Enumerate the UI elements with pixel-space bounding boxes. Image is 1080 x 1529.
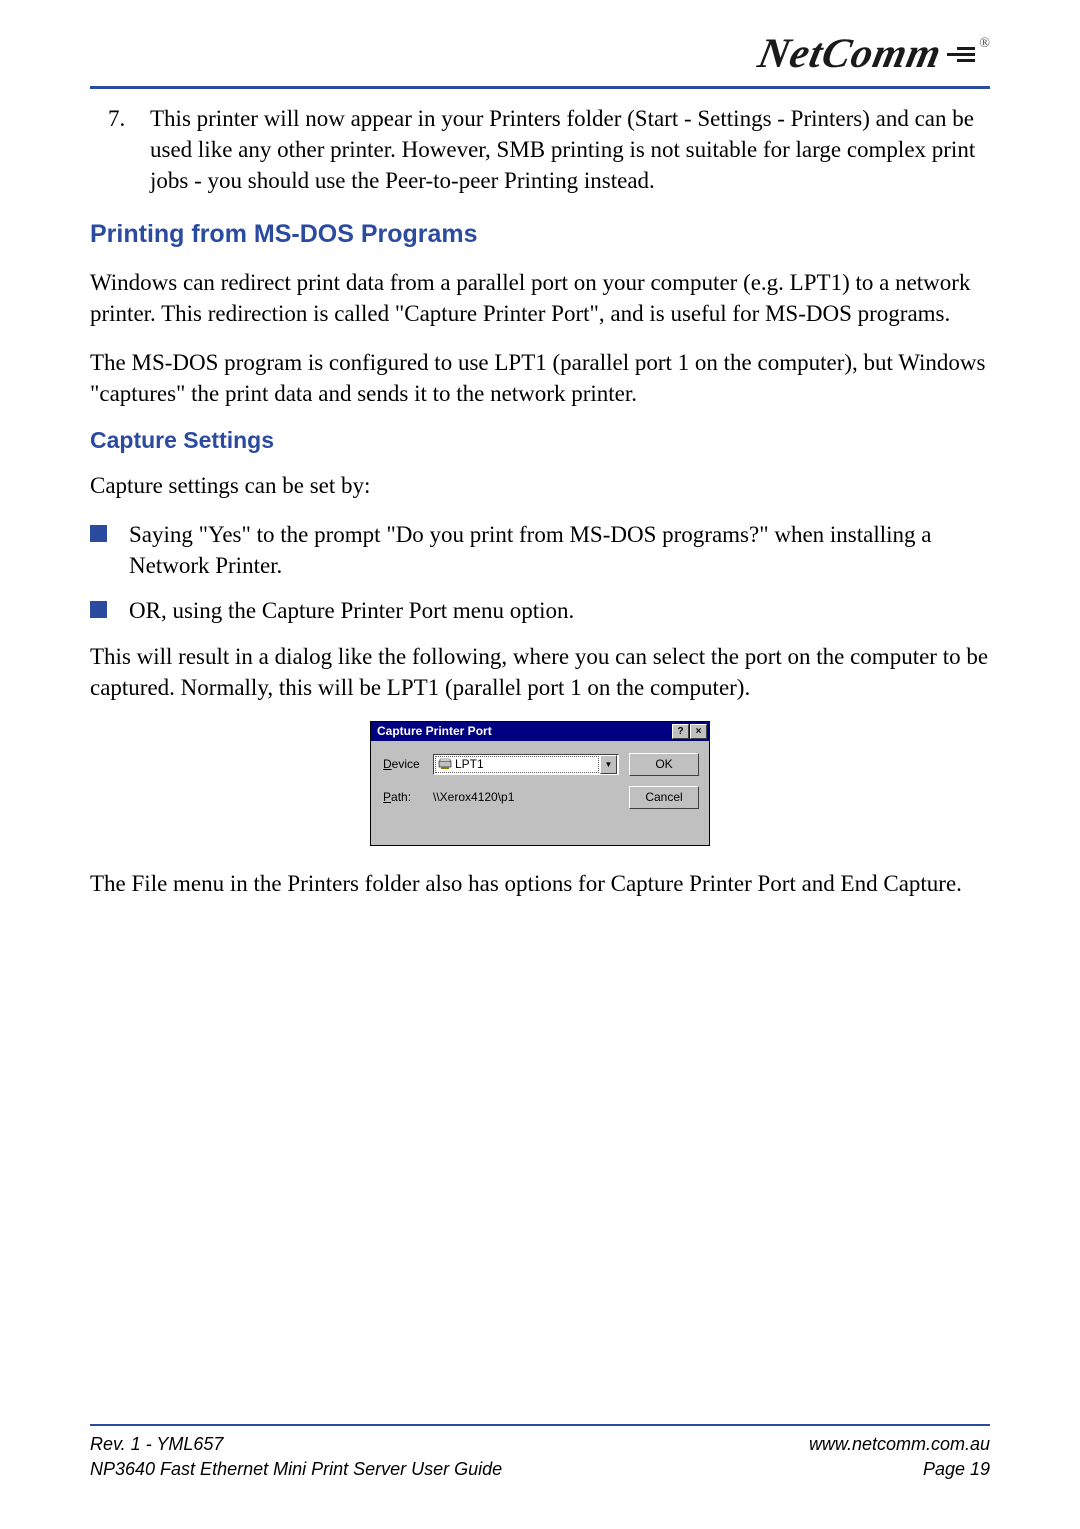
dialog-titlebar: Capture Printer Port ? ×	[371, 722, 709, 741]
logo-lines-icon	[947, 47, 975, 62]
header-logo: NetComm ®	[90, 30, 990, 89]
ok-button[interactable]: OK	[629, 753, 699, 776]
paragraph-settings-intro: Capture settings can be set by:	[90, 470, 990, 501]
dialog-title: Capture Printer Port	[377, 724, 671, 738]
paragraph-dialog-intro: This will result in a dialog like the fo…	[90, 641, 990, 703]
page-footer: Rev. 1 - YML657 NP3640 Fast Ethernet Min…	[90, 1424, 990, 1481]
chevron-down-icon[interactable]: ▼	[600, 755, 617, 774]
paragraph-capture-explain: The MS-DOS program is configured to use …	[90, 347, 990, 409]
bullet-square-icon	[90, 601, 107, 618]
footer-revision: Rev. 1 - YML657	[90, 1432, 502, 1456]
device-value: LPT1	[455, 757, 484, 771]
heading-printing-msdos: Printing from MS-DOS Programs	[90, 220, 990, 249]
device-label: Device	[383, 757, 433, 771]
path-label: Path:	[383, 790, 433, 804]
paragraph-redirect: Windows can redirect print data from a p…	[90, 267, 990, 329]
bullet-item-1: Saying "Yes" to the prompt "Do you print…	[90, 519, 990, 581]
logo-registered: ®	[979, 36, 990, 52]
port-icon	[438, 758, 452, 770]
footer-guide-title: NP3640 Fast Ethernet Mini Print Server U…	[90, 1457, 502, 1481]
close-button[interactable]: ×	[690, 724, 707, 739]
bullet-square-icon	[90, 525, 107, 542]
bullet-text-2: OR, using the Capture Printer Port menu …	[129, 595, 574, 626]
heading-capture-settings: Capture Settings	[90, 427, 990, 454]
capture-printer-port-dialog: Capture Printer Port ? × Device LPT1 ▼ O…	[370, 721, 710, 846]
list-number: 7.	[108, 103, 150, 196]
bullet-text-1: Saying "Yes" to the prompt "Do you print…	[129, 519, 990, 581]
footer-url: www.netcomm.com.au	[809, 1432, 990, 1456]
footer-page-number: Page 19	[809, 1457, 990, 1481]
bullet-item-2: OR, using the Capture Printer Port menu …	[90, 595, 990, 626]
cancel-button[interactable]: Cancel	[629, 786, 699, 809]
paragraph-file-menu: The File menu in the Printers folder als…	[90, 868, 990, 899]
logo-text: NetComm	[754, 30, 946, 78]
list-item-text: This printer will now appear in your Pri…	[150, 103, 990, 196]
device-combobox[interactable]: LPT1 ▼	[433, 754, 619, 775]
help-button[interactable]: ?	[672, 724, 689, 739]
path-value: \\Xerox4120\p1	[433, 790, 619, 804]
list-item-7: 7. This printer will now appear in your …	[108, 103, 990, 196]
